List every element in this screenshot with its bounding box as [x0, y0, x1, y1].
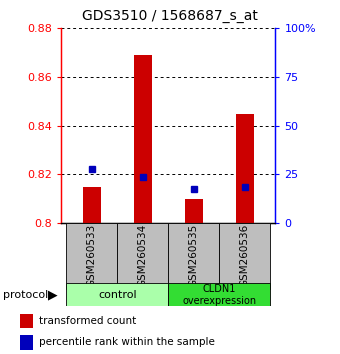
Bar: [168, 283, 270, 306]
Text: GSM260536: GSM260536: [240, 224, 250, 287]
Text: percentile rank within the sample: percentile rank within the sample: [39, 337, 215, 348]
Bar: [20, 336, 33, 350]
Text: ▶: ▶: [48, 288, 57, 301]
Bar: [66, 283, 168, 306]
Text: transformed count: transformed count: [39, 316, 137, 326]
Text: GSM260534: GSM260534: [138, 224, 148, 287]
Text: GSM260535: GSM260535: [189, 224, 199, 287]
Text: GDS3510 / 1568687_s_at: GDS3510 / 1568687_s_at: [82, 9, 258, 23]
Bar: [20, 314, 33, 329]
Bar: [83, 187, 101, 223]
Text: CLDN1
overexpression: CLDN1 overexpression: [182, 284, 256, 306]
Bar: [134, 55, 152, 223]
Text: control: control: [98, 290, 137, 300]
Bar: [219, 223, 270, 289]
Bar: [185, 199, 203, 223]
Bar: [117, 223, 168, 289]
Bar: [236, 114, 254, 223]
Bar: [66, 223, 117, 289]
Text: GSM260533: GSM260533: [87, 224, 97, 287]
Bar: [168, 223, 219, 289]
Text: protocol: protocol: [3, 290, 49, 300]
